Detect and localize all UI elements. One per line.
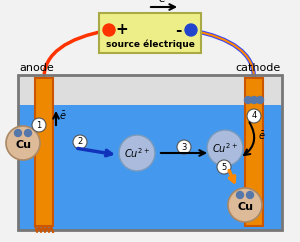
Text: cathode: cathode bbox=[236, 63, 281, 73]
Text: 2: 2 bbox=[77, 137, 83, 146]
Text: 1: 1 bbox=[36, 121, 42, 129]
Bar bbox=[18, 75, 282, 105]
Text: $\bar{e}$: $\bar{e}$ bbox=[158, 0, 166, 5]
Text: Cu: Cu bbox=[15, 140, 31, 150]
Text: -: - bbox=[175, 23, 181, 38]
Bar bbox=[245, 78, 263, 226]
Circle shape bbox=[247, 191, 254, 198]
Circle shape bbox=[14, 129, 22, 136]
Circle shape bbox=[25, 129, 32, 136]
Text: Cu: Cu bbox=[237, 202, 253, 212]
Text: $\bar{e}$: $\bar{e}$ bbox=[258, 130, 266, 142]
Text: source électrique: source électrique bbox=[106, 39, 194, 49]
Circle shape bbox=[247, 109, 261, 123]
Circle shape bbox=[103, 24, 115, 36]
Circle shape bbox=[6, 126, 40, 160]
Circle shape bbox=[73, 135, 87, 149]
Text: 3: 3 bbox=[181, 143, 187, 151]
Text: $Cu^{2+}$: $Cu^{2+}$ bbox=[124, 146, 150, 160]
Circle shape bbox=[244, 97, 251, 104]
Circle shape bbox=[256, 97, 263, 104]
FancyBboxPatch shape bbox=[99, 13, 201, 53]
Circle shape bbox=[236, 191, 244, 198]
Text: $Cu^{2+}$: $Cu^{2+}$ bbox=[212, 141, 238, 155]
Circle shape bbox=[177, 140, 191, 154]
Bar bbox=[35, 78, 53, 226]
Text: +: + bbox=[116, 23, 128, 38]
Circle shape bbox=[119, 135, 155, 171]
Circle shape bbox=[217, 160, 231, 174]
Text: 4: 4 bbox=[251, 112, 256, 121]
Bar bbox=[18, 75, 282, 230]
Text: $\bar{e}$: $\bar{e}$ bbox=[59, 110, 67, 122]
Circle shape bbox=[185, 24, 197, 36]
Circle shape bbox=[207, 130, 243, 166]
Circle shape bbox=[32, 118, 46, 132]
Circle shape bbox=[228, 188, 262, 222]
Bar bbox=[18, 105, 282, 230]
Text: 5: 5 bbox=[221, 162, 226, 172]
Circle shape bbox=[250, 97, 257, 104]
Text: anode: anode bbox=[19, 63, 54, 73]
